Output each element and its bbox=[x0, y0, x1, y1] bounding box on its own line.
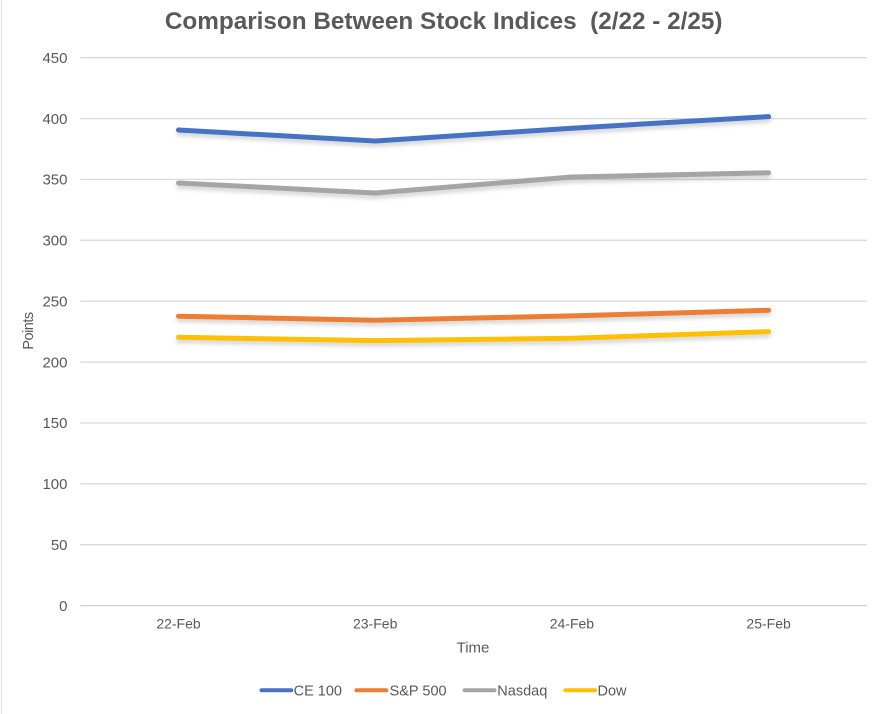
svg-text:450: 450 bbox=[42, 50, 67, 67]
svg-text:200: 200 bbox=[42, 354, 67, 371]
svg-text:22-Feb: 22-Feb bbox=[156, 616, 201, 632]
svg-text:Dow: Dow bbox=[598, 684, 628, 700]
svg-text:CE 100: CE 100 bbox=[294, 684, 342, 700]
svg-text:100: 100 bbox=[42, 476, 67, 493]
svg-text:25-Feb: 25-Feb bbox=[746, 616, 791, 632]
svg-text:24-Feb: 24-Feb bbox=[550, 616, 595, 632]
svg-text:Comparison Between Stock Indic: Comparison Between Stock Indices (2/22 -… bbox=[165, 8, 723, 35]
svg-text:0: 0 bbox=[59, 598, 67, 615]
svg-text:S&P 500: S&P 500 bbox=[390, 684, 447, 700]
svg-text:400: 400 bbox=[42, 111, 67, 128]
svg-text:Points: Points bbox=[21, 312, 37, 350]
svg-text:150: 150 bbox=[42, 415, 67, 432]
svg-text:250: 250 bbox=[42, 293, 67, 310]
svg-text:Nasdaq: Nasdaq bbox=[497, 684, 547, 700]
svg-text:50: 50 bbox=[51, 537, 68, 554]
svg-text:350: 350 bbox=[42, 172, 67, 189]
svg-text:23-Feb: 23-Feb bbox=[353, 616, 398, 632]
svg-text:Time: Time bbox=[457, 640, 490, 657]
svg-text:300: 300 bbox=[42, 233, 67, 250]
